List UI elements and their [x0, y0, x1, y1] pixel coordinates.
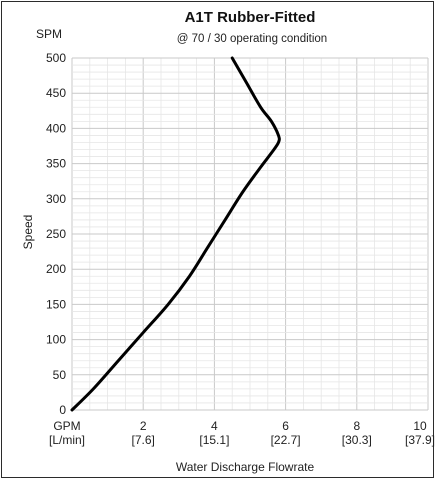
- series-layer: [70, 56, 281, 412]
- y-tick-label: 0: [59, 403, 66, 417]
- grid: [71, 57, 429, 411]
- y-unit-label: SPM: [36, 27, 62, 41]
- x-tick-sublabel: [7.6]: [132, 433, 155, 447]
- tick-labels: 0 50 100 150 200 250 300 350 400 450 500 GPM[L/min]…: [46, 51, 435, 447]
- x-axis-label: Water Discharge Flowrate: [176, 460, 315, 474]
- y-tick-label: 250: [46, 227, 66, 241]
- x-tick-label: 2: [140, 419, 147, 433]
- x-tick-label: 4: [211, 419, 218, 433]
- chart-subtitle: @ 70 / 30 operating condition: [177, 33, 327, 45]
- series-line: [70, 56, 281, 412]
- y-tick-label: 100: [46, 333, 66, 347]
- y-axis-label: Speed: [21, 215, 35, 250]
- y-tick-label: 50: [53, 368, 67, 382]
- x-tick-sublabel: [15.1]: [199, 433, 229, 447]
- y-tick-label: 150: [46, 297, 66, 311]
- y-tick-label: 400: [46, 121, 66, 135]
- x-tick-sublabel: [37.9]: [405, 433, 435, 447]
- chart-title: A1T Rubber-Fitted: [185, 9, 316, 26]
- x-tick-sublabel: [22.7]: [271, 433, 301, 447]
- y-tick-label: 450: [46, 86, 66, 100]
- x-tick-label: 8: [353, 419, 360, 433]
- y-tick-label: 300: [46, 192, 66, 206]
- x-tick-sublabel: [30.3]: [342, 433, 372, 447]
- x-tick-sublabel: [L/min]: [49, 433, 85, 447]
- y-tick-label: 200: [46, 262, 66, 276]
- x-tick-label: GPM: [53, 419, 80, 433]
- x-tick-label: 10: [413, 419, 427, 433]
- y-tick-label: 350: [46, 157, 66, 171]
- y-tick-label: 500: [46, 51, 66, 65]
- x-tick-label: 6: [282, 419, 289, 433]
